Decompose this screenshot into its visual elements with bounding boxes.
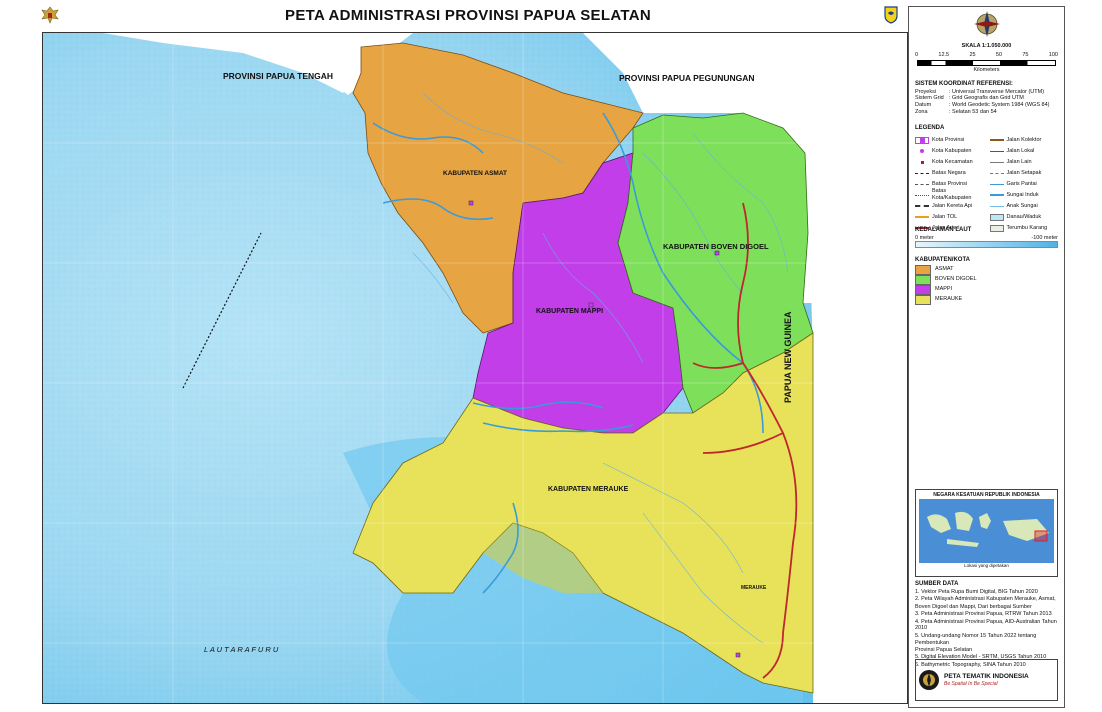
publisher-name: PETA TEMATIK INDONESIA <box>944 672 1029 680</box>
ref-value: : World Geodetic System 1984 (WGS 84) <box>949 102 1050 109</box>
label-kab-mappi: KABUPATEN MAPPI <box>536 308 604 315</box>
publisher-logo-icon <box>919 670 939 690</box>
scale-bar: SKALA 1:1.050.000 0 12.5 25 50 75 100 Ki… <box>915 43 1058 79</box>
legend-item: Jalan Lain <box>989 158 1059 167</box>
label-laut-arafuru: L A U T A R A F U R U <box>204 645 279 654</box>
label-papua-pegunungan: PROVINSI PAPUA PEGUNUNGAN <box>619 73 755 83</box>
kabupaten-item: MERAUKE <box>915 294 1058 305</box>
legend-item: Jalan Setapak <box>989 169 1059 178</box>
publisher-block: PETA TEMATIK INDONESIA Be Spatial In Be … <box>915 659 1058 701</box>
png-area <box>803 33 907 703</box>
scale-tick: 75 <box>1022 51 1029 58</box>
publisher-tagline: Be Spatial In Be Special <box>944 680 998 687</box>
garuda-emblem-icon <box>40 5 60 25</box>
legend-item: Jalan Arteri <box>915 224 984 233</box>
source-item: 1. Vektor Peta Rupa Bumi Digital, BIG Ta… <box>915 589 1038 595</box>
depth-max: -100 meter <box>1031 234 1058 241</box>
source-item: 5. Digital Elevation Model - SRTM, USGS … <box>915 654 1047 661</box>
legend-item: Danau/Waduk <box>989 213 1059 222</box>
map-canvas <box>43 33 907 703</box>
source-item: Boven Digoel dan Mappi, Dari berbagai Su… <box>915 603 1032 610</box>
data-sources: SUMBER DATA 1. Vektor Peta Rupa Bumi Dig… <box>915 581 1058 668</box>
scale-tick: 12.5 <box>938 51 950 58</box>
province-shield-icon <box>884 6 898 24</box>
legend-item: Jalan Lokal <box>989 147 1059 156</box>
kabupaten-item: BOVEN DIGOEL <box>915 274 1058 285</box>
source-item: 3. Peta Administrasi Provinsi Papua, RTR… <box>915 611 1052 618</box>
compass-rose-icon <box>915 9 1058 41</box>
source-item: 5. Undang-undang Nomor 15 Tahun 2022 ten… <box>915 632 1037 646</box>
label-kab-boven: KABUPATEN BOVEN DIGOEL <box>663 242 769 251</box>
legend-item: Jalan Kereta Api <box>915 202 984 211</box>
merauke-region <box>352 332 814 694</box>
ref-value: : Selatan 53 dan 54 <box>949 109 997 116</box>
kabupaten-item: MAPPI <box>915 284 1058 295</box>
scale-tick: 100 <box>1048 51 1058 58</box>
label-papua-tengah: PROVINSI PAPUA TENGAH <box>223 71 334 81</box>
reference-system: SISTEM KOORDINAT REFERENSI: Proyeksi : Un… <box>915 81 1058 123</box>
label-merauke-city: MERAUKE <box>741 585 767 591</box>
scale-tick: 0 <box>915 51 919 58</box>
legend-item: Anak Sungai <box>989 202 1059 211</box>
sea-depth-legend: KEDALAMAN LAUT 0 meter -100 meter <box>915 227 1058 249</box>
legend-item: Batas Negara <box>915 169 984 178</box>
kabupaten-heading: KABUPATEN/KOTA <box>915 257 970 263</box>
legend-item: Jalan Kolektor <box>989 136 1059 145</box>
source-item: 2. Peta Wilayah Administrasi Kabupaten M… <box>915 596 1056 603</box>
label-kab-asmat: KABUPATEN ASMAT <box>443 170 508 177</box>
ref-value: : Grid Geografis dan Grid UTM <box>949 95 1024 102</box>
legend-item: Batas Kota/Kabupaten <box>915 188 984 201</box>
legend-item: Terumbu Karang <box>989 224 1059 233</box>
ref-key: Datum <box>915 102 932 109</box>
legend-heading: LEGENDA <box>915 125 945 131</box>
ref-key: Zona <box>915 109 928 116</box>
legend-item: Sungai Induk <box>989 191 1059 200</box>
scale-tick: 50 <box>995 51 1003 58</box>
legend-item: Jalan TOL <box>915 213 984 222</box>
legend-item: Kota Kabupaten <box>915 147 984 156</box>
kabupaten-item: ASMAT <box>915 264 1058 275</box>
source-item: Provinsi Papua Selatan <box>915 647 973 653</box>
label-png: PAPUA NEW GUINEA <box>783 311 793 403</box>
depth-min: 0 meter <box>915 234 934 241</box>
legend-item: Batas Provinsi <box>915 180 984 189</box>
source-item: 6. Bathymetric Topography, SINA Tahun 20… <box>915 661 1026 668</box>
map-panel[interactable]: PROVINSI PAPUA TENGAH PROVINSI PAPUA PEG… <box>42 32 908 704</box>
legend-item: Kota Provinsi <box>915 136 984 145</box>
legend-item: Kota Kecamatan <box>915 158 984 167</box>
ref-key: Sistem Grid <box>915 95 944 102</box>
roads <box>692 202 798 679</box>
reference-heading: SISTEM KOORDINAT REFERENSI: <box>915 81 1013 87</box>
city-markers <box>468 200 741 658</box>
scale-tick: 25 <box>969 51 976 58</box>
inset-caption: Lokasi yang dipetakan <box>964 563 1009 569</box>
scale-unit: Kilometers <box>973 66 1000 73</box>
indonesia-inset-map: NEGARA KESATUAN REPUBLIK INDONESIA Lokas… <box>915 489 1058 577</box>
sources-heading: SUMBER DATA <box>915 581 959 587</box>
source-item: 4. Peta Administrasi Provinsi Papua, AID… <box>915 618 1057 632</box>
inset-title: NEGARA KESATUAN REPUBLIK INDONESIA <box>933 492 1040 498</box>
map-title: PETA ADMINISTRASI PROVINSI PAPUA SELATAN <box>285 6 651 24</box>
ref-value: : Universal Transverse Mercator (UTM) <box>949 88 1045 95</box>
map-sidebar: SKALA 1:1.050.000 0 12.5 25 50 75 100 Ki… <box>908 6 1065 708</box>
legend: LEGENDA Kota Provinsi Jalan Kolektor Kot… <box>915 125 1059 232</box>
depth-heading: KEDALAMAN LAUT <box>915 227 972 233</box>
scale-label: SKALA 1:1.050.000 <box>961 43 1012 49</box>
map-title-bar: PETA ADMINISTRASI PROVINSI PAPUA SELATAN <box>34 2 902 28</box>
kabupaten-legend: KABUPATEN/KOTA ASMAT BOVEN DIGOEL MAPPI … <box>915 257 1058 307</box>
label-kab-merauke: KABUPATEN MERAUKE <box>548 486 629 493</box>
ref-key: Proyeksi <box>915 88 937 95</box>
legend-item: Garis Pantai <box>989 180 1059 189</box>
